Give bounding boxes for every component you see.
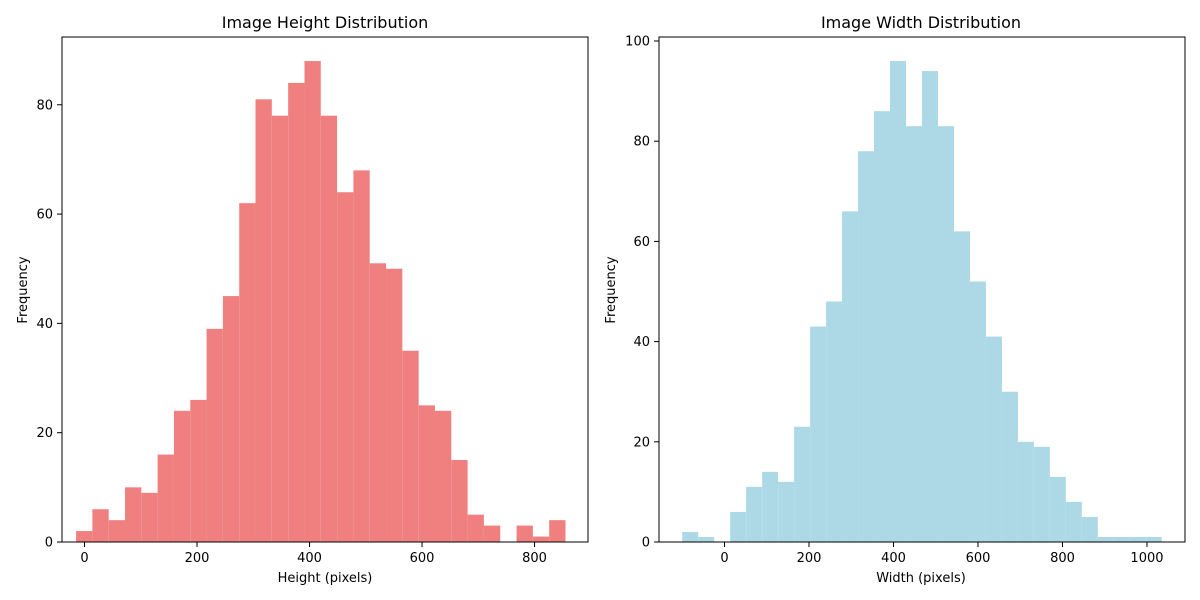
histogram-bar bbox=[762, 471, 779, 542]
histogram-bar bbox=[402, 350, 419, 542]
plot-frame bbox=[658, 36, 1186, 543]
histogram-bar bbox=[451, 460, 468, 542]
width-histogram-panel: Image Width Distribution Width (pixels) … bbox=[604, 13, 1186, 586]
histogram-bar bbox=[778, 481, 795, 542]
x-tick-label: 200 bbox=[185, 551, 210, 566]
histogram-bar bbox=[810, 326, 827, 542]
chart-title: Image Width Distribution bbox=[821, 13, 1021, 32]
histogram-bar bbox=[206, 328, 223, 542]
histogram-bar bbox=[1049, 476, 1066, 542]
histogram-bar bbox=[794, 426, 811, 542]
y-tick-label: 20 bbox=[36, 426, 53, 441]
height-histogram-panel: Image Height Distribution Height (pixels… bbox=[16, 13, 589, 586]
histogram-bar bbox=[255, 99, 272, 542]
y-tick-label: 20 bbox=[633, 435, 650, 450]
histogram-bar bbox=[906, 126, 922, 543]
y-tick-label: 80 bbox=[633, 135, 650, 150]
histogram-bar bbox=[985, 336, 1002, 542]
histogram-bar bbox=[890, 61, 907, 543]
histogram-bar bbox=[353, 170, 370, 542]
y-tick-label: 0 bbox=[45, 536, 53, 551]
x-tick-label: 400 bbox=[297, 551, 322, 566]
histogram-bar bbox=[76, 531, 93, 542]
histogram-bar bbox=[108, 520, 125, 542]
histogram-bar bbox=[953, 231, 970, 542]
histogram-bar bbox=[141, 492, 158, 542]
chart-title: Image Height Distribution bbox=[222, 13, 429, 32]
x-axis-label: Height (pixels) bbox=[278, 571, 373, 586]
y-tick-label: 40 bbox=[36, 317, 53, 332]
histogram-bar bbox=[937, 126, 954, 543]
x-tick-label: 800 bbox=[1050, 551, 1075, 566]
y-tick-label: 60 bbox=[633, 235, 650, 250]
histogram-bar bbox=[434, 410, 452, 542]
histogram-bar bbox=[1081, 516, 1098, 542]
histogram-bar bbox=[1129, 536, 1146, 542]
histogram-bar bbox=[190, 399, 207, 542]
x-tick-label: 0 bbox=[80, 551, 88, 566]
y-tick-label: 40 bbox=[633, 335, 650, 350]
histogram-bar bbox=[1097, 536, 1114, 542]
histogram-bar bbox=[92, 509, 109, 542]
histogram-bar bbox=[858, 151, 875, 543]
histogram-bar bbox=[532, 536, 550, 542]
histogram-bar bbox=[969, 281, 986, 542]
histogram-bar bbox=[369, 263, 387, 542]
y-tick-label: 100 bbox=[625, 35, 650, 50]
histogram-bar bbox=[1001, 391, 1018, 542]
histogram-bar bbox=[1113, 536, 1130, 542]
x-axis-label: Width (pixels) bbox=[876, 571, 966, 586]
histogram-bar bbox=[1033, 446, 1050, 542]
x-tick-label: 200 bbox=[797, 551, 822, 566]
plot-frame bbox=[61, 36, 589, 543]
histogram-bar bbox=[922, 71, 938, 542]
y-tick-label: 80 bbox=[36, 98, 53, 113]
histogram-bar bbox=[288, 82, 305, 542]
histogram-bar bbox=[239, 203, 256, 542]
y-axis-label: Frequency bbox=[604, 256, 619, 323]
x-tick-label: 400 bbox=[881, 551, 906, 566]
histogram-bar bbox=[874, 111, 891, 543]
histogram-bar bbox=[125, 487, 142, 542]
histogram-bar bbox=[826, 301, 843, 542]
histogram-bar bbox=[1065, 501, 1082, 542]
histogram-bar bbox=[173, 410, 191, 542]
histogram-bar bbox=[516, 525, 533, 542]
histogram-bar bbox=[842, 211, 859, 542]
histogram-bar bbox=[483, 525, 501, 542]
x-tick-label: 600 bbox=[410, 551, 435, 566]
histogram-bar bbox=[730, 511, 747, 542]
y-tick-label: 60 bbox=[36, 208, 53, 223]
x-tick-label: 1000 bbox=[1130, 551, 1163, 566]
histogram-bar bbox=[467, 514, 484, 542]
x-tick-label: 0 bbox=[720, 551, 728, 566]
histogram-bar bbox=[222, 296, 240, 542]
histogram-bar bbox=[337, 192, 354, 542]
y-tick-label: 0 bbox=[642, 536, 650, 551]
histogram-bar bbox=[271, 115, 289, 542]
histogram-bar bbox=[304, 61, 321, 543]
x-tick-label: 600 bbox=[966, 551, 991, 566]
x-tick-label: 800 bbox=[522, 551, 547, 566]
histogram-bar bbox=[1145, 536, 1162, 542]
bars bbox=[682, 61, 1162, 543]
histogram-bar bbox=[418, 405, 435, 542]
histogram-bar bbox=[682, 531, 699, 542]
histogram-bar bbox=[386, 268, 403, 542]
bars bbox=[76, 61, 566, 543]
y-axis-label: Frequency bbox=[16, 256, 31, 323]
histogram-bar bbox=[698, 536, 715, 542]
histogram-bar bbox=[157, 454, 174, 542]
histogram-bar bbox=[1017, 441, 1034, 542]
histogram-bar bbox=[320, 115, 338, 542]
histogram-bar bbox=[549, 520, 566, 542]
histogram-bar bbox=[746, 486, 763, 542]
